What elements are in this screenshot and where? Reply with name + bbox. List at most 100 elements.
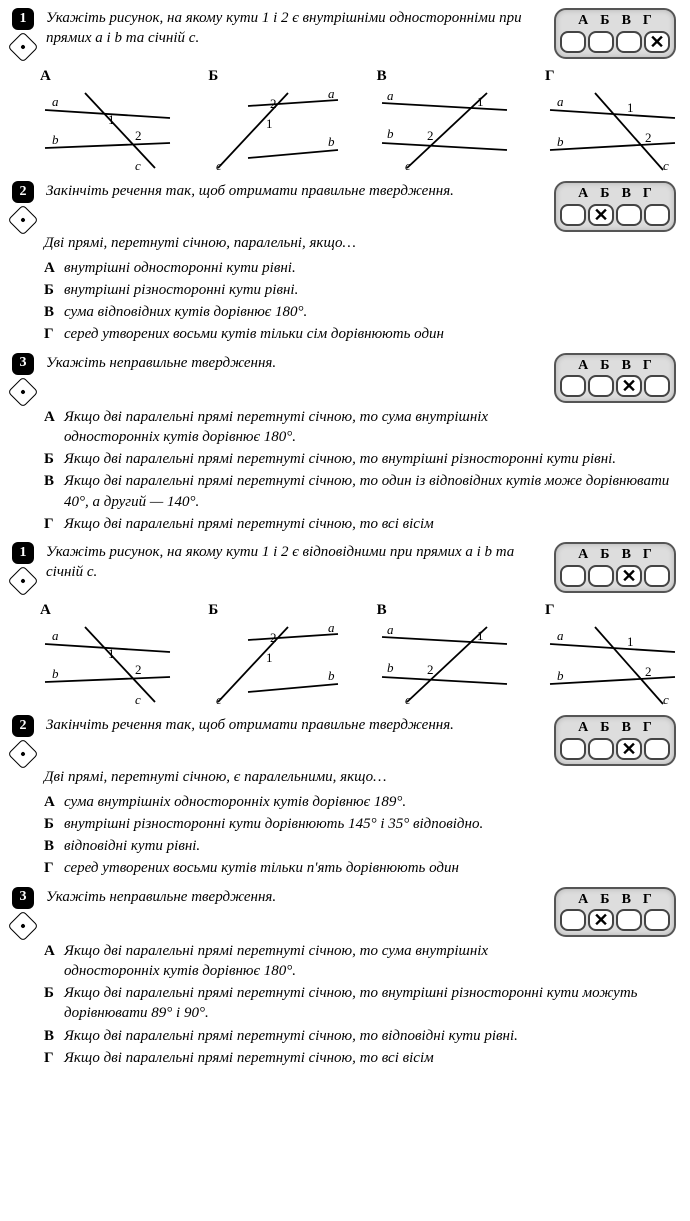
answer-box: АБВГ ✕ [554,887,676,938]
choice-text: Якщо дві паралельні прямі перетнуті січн… [64,449,680,469]
choice-text: Якщо дві паралельні прямі перетнуті січн… [64,983,680,1024]
answer-label: Б [600,12,609,31]
question-number: 1 [12,542,34,564]
answer-cell-А[interactable] [560,738,586,760]
svg-text:b: b [328,668,335,683]
figure-label: Б [208,600,218,620]
svg-text:1: 1 [266,116,273,131]
choice-А: А сума внутрішніх односторонніх кутів до… [44,792,680,812]
answer-cell-В[interactable] [616,909,642,931]
figure-А: А abc12 [40,66,175,173]
choice-А: А внутрішні односторонні кути рівні. [44,258,680,278]
choice-text: Якщо дві паралельні прямі перетнуті січн… [64,941,530,982]
answer-label: Б [600,891,609,910]
diagram-C: abc12 [377,88,512,173]
choice-text: Якщо дві паралельні прямі перетнуті січн… [64,1026,680,1046]
answer-cell-Г[interactable] [644,204,670,226]
svg-text:1: 1 [108,112,115,127]
choice-letter: В [44,302,64,322]
svg-text:b: b [328,134,335,149]
answer-cell-В[interactable]: ✕ [616,738,642,760]
figure-В: В abc12 [377,66,512,173]
choices: А Якщо дві паралельні прямі перетнуті сі… [44,407,680,535]
answer-label: В [622,357,631,376]
answer-cell-Б[interactable]: ✕ [588,204,614,226]
choice-letter: Б [44,814,64,834]
svg-text:c: c [216,158,222,173]
choice-letter: А [44,407,64,448]
svg-text:1: 1 [477,628,484,643]
figure-Б: Б abc12 [208,600,343,707]
choice-letter: А [44,258,64,278]
question-prompt: Укажіть неправильне твердження. [46,353,530,373]
svg-text:2: 2 [645,130,652,145]
answer-box: АБВГ ✕ [554,715,676,766]
choice-Б: Б внутрішні різносторонні кути рівні. [44,280,680,300]
answer-cell-Б[interactable]: ✕ [588,909,614,931]
figure-В: В abc12 [377,600,512,707]
answer-cell-А[interactable] [560,375,586,397]
svg-text:c: c [663,692,669,707]
choice-Б: Б Якщо дві паралельні прямі перетнуті сі… [44,983,680,1024]
question-0: АБВГ ✕ 1 Укажіть рисунок, на якому кути … [10,8,680,173]
diagram-A: abc12 [40,622,175,707]
question-number: 1 [12,8,34,30]
answer-label: Г [643,719,652,738]
answer-box: АБВГ ✕ [554,542,676,593]
answer-cell-Б[interactable] [588,375,614,397]
svg-text:a: a [557,628,564,643]
choice-text: внутрішні односторонні кути рівні. [64,258,680,278]
figure-Г: Г abc12 [545,600,680,707]
choice-letter: В [44,471,64,512]
answer-cell-Г[interactable] [644,375,670,397]
answer-cell-Г[interactable] [644,565,670,587]
choices: А внутрішні односторонні кути рівні. Б в… [44,258,680,345]
answer-label: Б [600,357,609,376]
answer-cell-В[interactable]: ✕ [616,375,642,397]
answer-box: АБВГ ✕ [554,181,676,232]
answer-cell-Б[interactable] [588,738,614,760]
lead-text: Дві прямі, перетнуті січною, є паралельн… [44,767,680,787]
answer-cell-А[interactable] [560,909,586,931]
svg-text:1: 1 [627,100,634,115]
choice-text: відповідні кути рівні. [64,836,680,856]
answer-cell-Г[interactable] [644,909,670,931]
choice-text: Якщо дві паралельні прямі перетнуті січн… [64,514,680,534]
choice-letter: Б [44,449,64,469]
answer-label: В [622,719,631,738]
answer-cell-В[interactable] [616,31,642,53]
question-3: АБВГ ✕ 1 Укажіть рисунок, на якому кути … [10,542,680,707]
choice-Б: Б внутрішні різносторонні кути дорівнюют… [44,814,680,834]
figure-label: Г [545,66,555,86]
svg-text:a: a [52,94,59,109]
svg-text:b: b [387,660,394,675]
answer-cell-Б[interactable] [588,31,614,53]
answer-cell-В[interactable] [616,204,642,226]
answer-cell-А[interactable] [560,565,586,587]
answer-cell-А[interactable] [560,31,586,53]
choice-text: внутрішні різносторонні кути рівні. [64,280,680,300]
answer-label: Г [643,12,652,31]
answer-label: Г [643,357,652,376]
choice-Г: Г Якщо дві паралельні прямі перетнуті сі… [44,514,680,534]
choice-text: сума внутрішніх односторонніх кутів дорі… [64,792,680,812]
die-icon [7,910,38,941]
answer-cell-Б[interactable] [588,565,614,587]
answer-cell-А[interactable] [560,204,586,226]
answer-cell-Г[interactable]: ✕ [644,31,670,53]
svg-text:1: 1 [477,94,484,109]
choice-letter: Г [44,858,64,878]
svg-text:c: c [405,692,411,707]
svg-text:a: a [328,88,335,101]
diagram-D: abc12 [545,622,680,707]
answer-label: Г [643,891,652,910]
die-icon [7,739,38,770]
lead-text: Дві прямі, перетнуті січною, паралельні,… [44,233,680,253]
answer-box: АБВГ ✕ [554,353,676,404]
answer-label: Г [643,185,652,204]
choice-letter: Г [44,514,64,534]
svg-text:2: 2 [270,96,277,111]
answer-cell-В[interactable]: ✕ [616,565,642,587]
answer-label: А [578,719,588,738]
answer-cell-Г[interactable] [644,738,670,760]
